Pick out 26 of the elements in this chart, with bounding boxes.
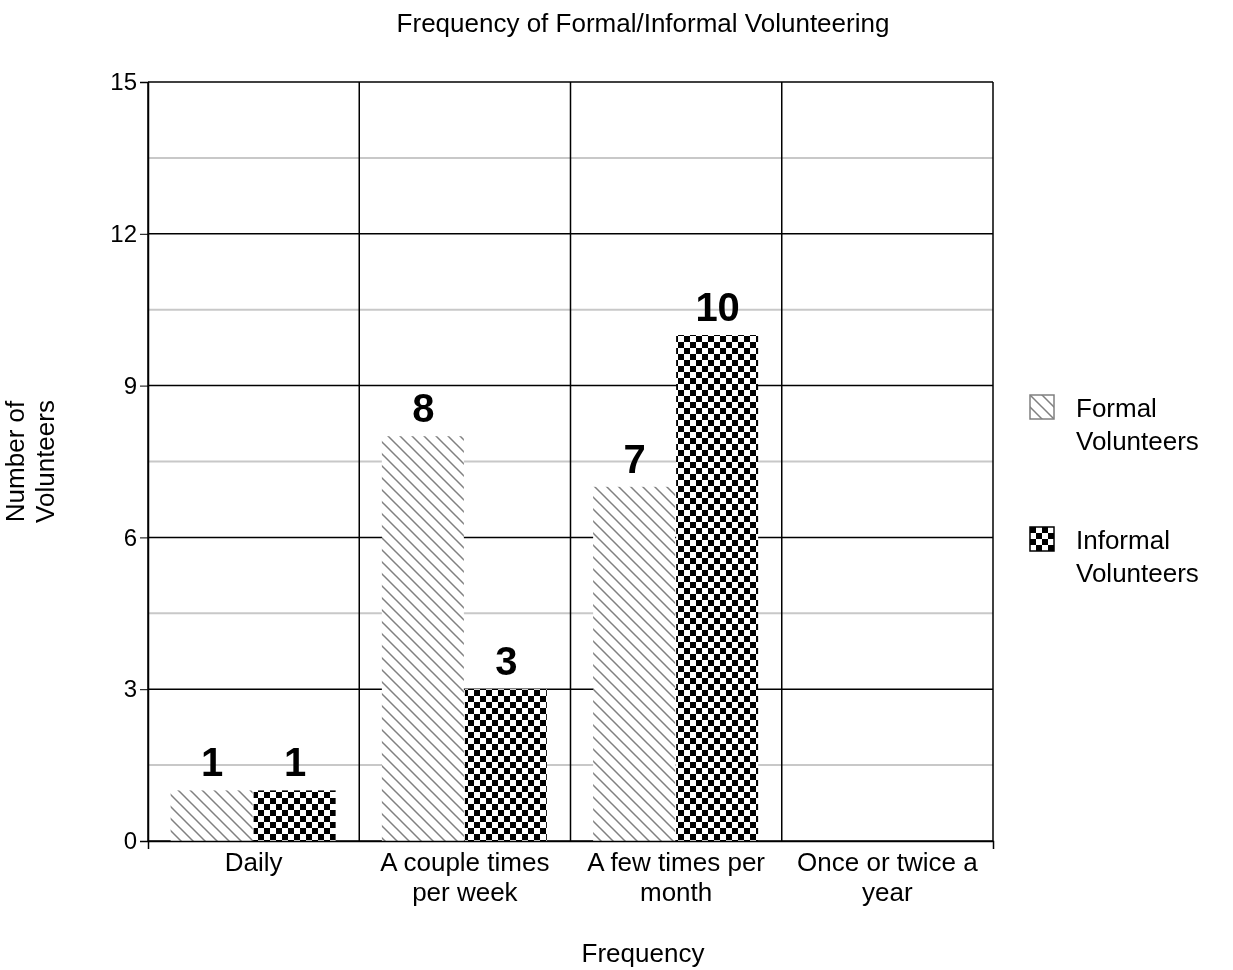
- y-tick-label: 0: [123, 827, 137, 855]
- x-tick-label: Daily: [224, 847, 283, 877]
- data-label: 1: [284, 740, 307, 785]
- y-tick-label: 3: [123, 675, 137, 703]
- legend-label: Formal Volunteers: [1076, 393, 1199, 456]
- data-label: 8: [412, 386, 435, 431]
- bar: [464, 689, 547, 841]
- bar: [253, 790, 336, 841]
- y-tick-label: 6: [123, 523, 137, 551]
- data-label: 7: [623, 436, 646, 481]
- x-tick-label: A couple times per week: [380, 847, 550, 907]
- bar: [676, 335, 759, 841]
- x-tick-label: A few times per month: [587, 847, 766, 907]
- y-tick-label: 15: [110, 68, 137, 96]
- bar: [381, 436, 464, 841]
- data-label: 10: [695, 285, 740, 329]
- y-tick-label: 12: [110, 219, 137, 247]
- data-label: 3: [495, 639, 518, 684]
- chart-title: Frequency of Formal/Informal Volunteering: [396, 8, 890, 38]
- y-axis-title: Number of Volunteers: [0, 400, 60, 523]
- x-tick-label: Once or twice a year: [797, 847, 979, 907]
- x-axis-title: Frequency: [581, 938, 705, 968]
- data-label: 1: [201, 740, 224, 785]
- y-tick-label: 9: [123, 371, 137, 399]
- bar: [593, 486, 676, 841]
- legend-label: Informal Volunteers: [1076, 525, 1199, 588]
